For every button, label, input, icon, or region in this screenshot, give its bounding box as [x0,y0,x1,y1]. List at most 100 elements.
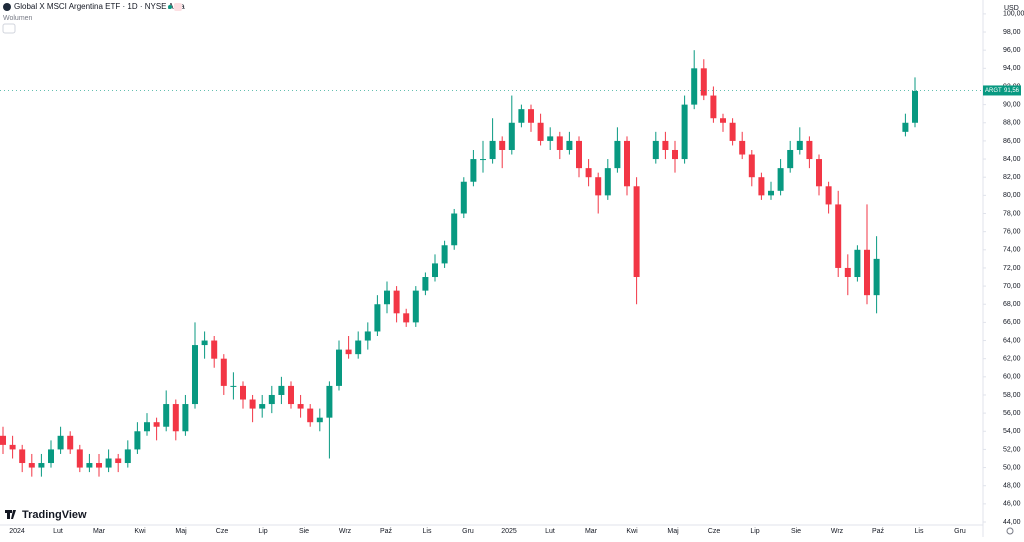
y-tick-label: 74,00 [1003,247,1021,254]
candle-body [384,290,390,305]
x-tick-label: Lip [750,528,759,535]
candle-body [268,394,275,405]
candle-body [537,122,544,141]
candle-body [288,385,294,405]
candle-body [451,213,458,246]
candle-body [336,349,342,386]
candle-body [835,204,842,268]
x-tick-label: Cze [216,528,229,535]
candle-body [720,118,726,123]
y-tick-label: 68,00 [1003,301,1021,308]
logo[interactable]: TradingView [22,509,87,521]
candle-body [662,140,669,150]
candle-body [816,159,822,187]
candle-body [912,91,918,123]
candle-body [748,154,755,178]
x-tick-label: Sie [299,528,309,535]
candle-body [460,181,467,214]
y-tick-label: 52,00 [1003,446,1021,453]
candle-body [211,340,218,359]
candle-body [902,122,909,132]
candle-body [326,385,333,418]
candle-body [681,104,688,160]
y-tick-label: 66,00 [1003,319,1021,326]
settings-icon[interactable] [1006,527,1014,535]
candle-body [259,404,266,409]
y-tick-label: 54,00 [1003,428,1021,435]
candle-body [403,313,410,323]
x-tick-label: Lut [53,528,63,535]
collapse-button[interactable] [2,23,16,34]
y-tick-label: 98,00 [1003,29,1021,36]
volume-label[interactable]: Wolumen [3,15,33,22]
candle-body [806,140,813,160]
candle-body [172,404,179,432]
candle-body [0,435,6,445]
x-tick-label: 2024 [9,528,25,535]
x-tick-label: Paź [380,528,393,535]
candle-body [297,404,304,409]
candle-body [153,422,160,427]
candle-body [192,345,198,405]
y-tick-label: 48,00 [1003,483,1021,490]
candle-body [9,444,16,450]
candle-body [57,435,64,450]
candle-body [182,404,189,432]
candle-body [547,136,554,141]
candle-body [278,385,285,395]
candle-body [566,140,573,150]
last-price-value: 91,56 [1004,88,1020,94]
candle-body [556,136,563,150]
currency[interactable]: USD [1004,5,1019,12]
x-tick-label: Kwi [134,528,146,535]
candle-body [249,399,256,409]
y-tick-label: 78,00 [1003,210,1021,217]
x-tick-label: Mar [93,528,106,535]
x-tick-label: 2025 [501,528,517,535]
candle-body [124,449,131,464]
y-tick-label: 62,00 [1003,356,1021,363]
candle-body [729,122,736,141]
candle-body [345,349,352,355]
status-badge [174,3,182,11]
candle-body [710,95,717,119]
candle-body [777,168,784,191]
y-tick-label: 60,00 [1003,374,1021,381]
candle-body [28,463,35,468]
candle-body [700,68,707,96]
candle-body [355,340,362,355]
x-tick-label: Sie [791,528,801,535]
y-tick-label: 84,00 [1003,156,1021,163]
y-tick-label: 70,00 [1003,283,1021,290]
x-tick-label: Gru [462,528,474,535]
last-price-symbol: ARGT [985,88,1002,94]
x-tick-label: Kwi [626,528,638,535]
candle-body [201,340,208,346]
candle-body [508,122,515,150]
symbol-icon [3,3,11,11]
candle-body [76,449,83,468]
candle-body [441,245,448,264]
candle-body [307,408,314,423]
candle-body [86,463,93,468]
y-tick-label: 100,00 [1003,11,1024,18]
chart-title[interactable]: Global X MSCI Argentina ETF · 1D · NYSE … [14,2,185,11]
x-tick-label: Wrz [339,528,352,535]
candle-body [96,463,102,468]
candle-body [499,140,506,150]
x-tick-label: Gru [954,528,966,535]
candle-body [470,159,477,182]
x-tick-label: Wrz [831,528,844,535]
candle-body [230,385,237,387]
status-dot [168,5,172,9]
y-tick-label: 58,00 [1003,392,1021,399]
candle-body [163,404,170,427]
y-tick-label: 76,00 [1003,228,1021,235]
candle-body [624,140,630,187]
x-tick-label: Lis [423,528,432,535]
x-tick-label: Cze [708,528,721,535]
candle-body [854,249,861,278]
candle-body [374,304,381,332]
